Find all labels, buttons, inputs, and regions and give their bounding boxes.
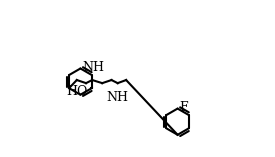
Text: F: F [179,101,187,114]
Text: NH: NH [107,91,129,104]
Text: NH: NH [82,61,104,74]
Text: HO: HO [67,85,88,98]
